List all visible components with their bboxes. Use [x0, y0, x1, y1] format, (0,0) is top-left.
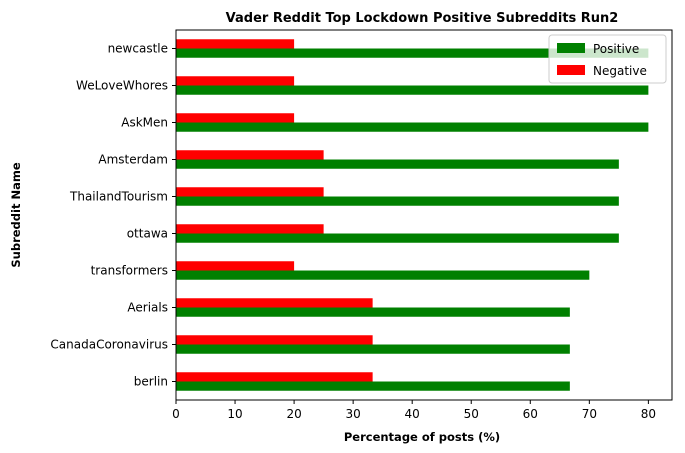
y-tick-label-2: AskMen [121, 116, 168, 130]
bar-negative-9 [176, 372, 373, 382]
x-tick-label-0: 0 [172, 407, 180, 421]
x-tick-label-4: 40 [405, 407, 420, 421]
x-tick-label-3: 30 [346, 407, 361, 421]
legend: Positive Negative [548, 34, 667, 84]
legend-label-1: Negative [593, 64, 647, 78]
bar-negative-6 [176, 261, 295, 271]
y-tick-label-3: Amsterdam [98, 153, 168, 167]
y-axis-label: Subreddit Name [9, 162, 23, 267]
bar-positive-3 [176, 159, 619, 169]
x-tick-label-2: 20 [286, 407, 301, 421]
bar-negative-7 [176, 298, 373, 308]
bar-negative-8 [176, 335, 373, 345]
legend-swatch-1 [557, 65, 585, 75]
bar-negative-2 [176, 113, 295, 123]
plot-frame [175, 29, 673, 401]
bar-negative-5 [176, 224, 324, 234]
bar-positive-2 [176, 122, 649, 132]
x-axis-label: Percentage of posts (%) [344, 430, 500, 444]
bar-negative-3 [176, 150, 324, 160]
legend-swatch-0 [557, 43, 585, 53]
bar-positive-6 [176, 270, 590, 280]
bar-positive-4 [176, 196, 619, 206]
x-tick-label-1: 10 [227, 407, 242, 421]
y-tick-label-6: transformers [91, 264, 168, 278]
x-tick-label-6: 60 [523, 407, 538, 421]
bar-negative-4 [176, 187, 324, 197]
legend-label-0: Positive [593, 42, 639, 56]
bar-positive-8 [176, 344, 570, 354]
x-tick-label-8: 80 [641, 407, 656, 421]
y-tick-label-1: WeLoveWhores [76, 79, 168, 93]
y-tick-label-4: ThailandTourism [69, 190, 168, 204]
x-tick-label-5: 50 [464, 407, 479, 421]
y-tick-label-5: ottawa [127, 227, 168, 241]
ticks-group: newcastle WeLoveWhores AskMen Amsterdam Thai… [50, 42, 656, 422]
bar-positive-5 [176, 233, 619, 243]
bar-positive-0 [176, 48, 649, 58]
bar-positive-9 [176, 381, 570, 391]
bar-positive-7 [176, 307, 570, 317]
y-tick-label-0: newcastle [108, 42, 168, 56]
y-tick-label-7: Aerials [127, 301, 168, 315]
bars-group [176, 39, 649, 391]
bar-negative-0 [176, 39, 295, 49]
bar-positive-1 [176, 85, 649, 95]
y-tick-label-9: berlin [134, 375, 168, 389]
bar-negative-1 [176, 76, 295, 86]
y-tick-label-8: CanadaCoronavirus [50, 338, 168, 352]
chart-title: Vader Reddit Top Lockdown Positive Subre… [226, 11, 619, 26]
x-tick-label-7: 70 [582, 407, 597, 421]
